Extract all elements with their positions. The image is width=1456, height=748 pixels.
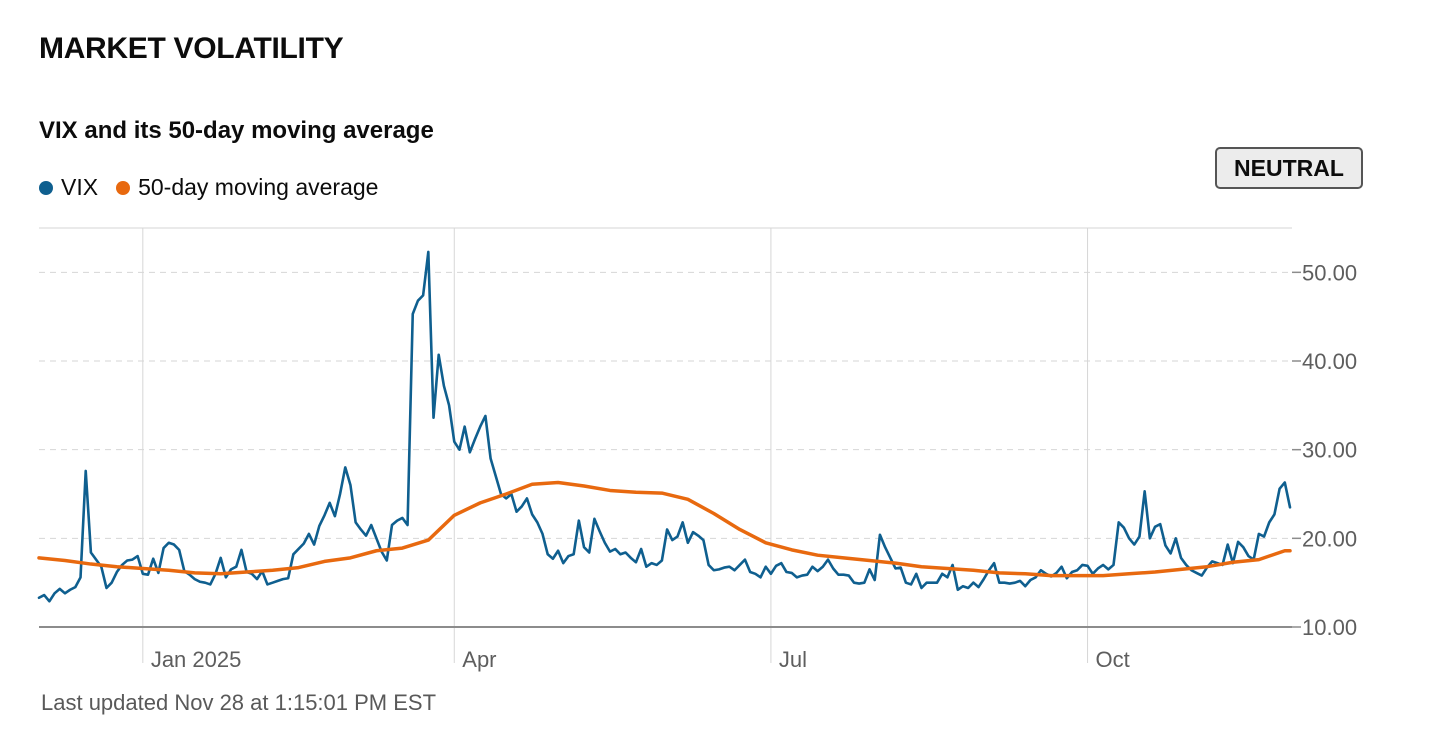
x-tick-label: Jul bbox=[779, 647, 807, 672]
legend-item-moving-average[interactable]: 50-day moving average bbox=[116, 174, 378, 201]
y-tick-label: 30.00 bbox=[1302, 438, 1357, 463]
x-tick-label: Oct bbox=[1096, 647, 1130, 672]
legend-dot-icon bbox=[39, 180, 53, 195]
y-tick-label: 40.00 bbox=[1302, 349, 1357, 374]
chart-legend: VIX 50-day moving average bbox=[39, 174, 396, 201]
last-updated-text: Last updated Nov 28 at 1:15:01 PM EST bbox=[41, 690, 437, 715]
y-tick-label: 20.00 bbox=[1302, 526, 1357, 551]
page-title: MARKET VOLATILITY bbox=[39, 32, 344, 65]
vix-series-line bbox=[37, 250, 1292, 603]
x-tick-label: Apr bbox=[462, 647, 496, 672]
y-tick-label: 10.00 bbox=[1302, 615, 1357, 640]
x-tick-label: Jan 2025 bbox=[151, 647, 242, 672]
chart-title: VIX and its 50-day moving average bbox=[39, 117, 434, 144]
legend-label-moving-average: 50-day moving average bbox=[138, 174, 379, 200]
legend-label-vix: VIX bbox=[61, 174, 99, 200]
moving-average-series-line bbox=[37, 480, 1292, 578]
legend-item-vix[interactable]: VIX bbox=[39, 174, 98, 201]
y-tick-label: 50.00 bbox=[1302, 260, 1357, 285]
legend-dot-icon bbox=[116, 180, 131, 195]
status-badge: NEUTRAL bbox=[1215, 147, 1363, 189]
